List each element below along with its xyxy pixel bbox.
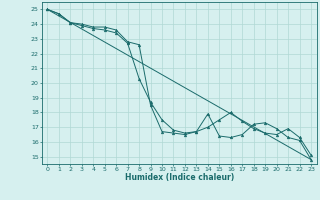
X-axis label: Humidex (Indice chaleur): Humidex (Indice chaleur)	[124, 173, 234, 182]
